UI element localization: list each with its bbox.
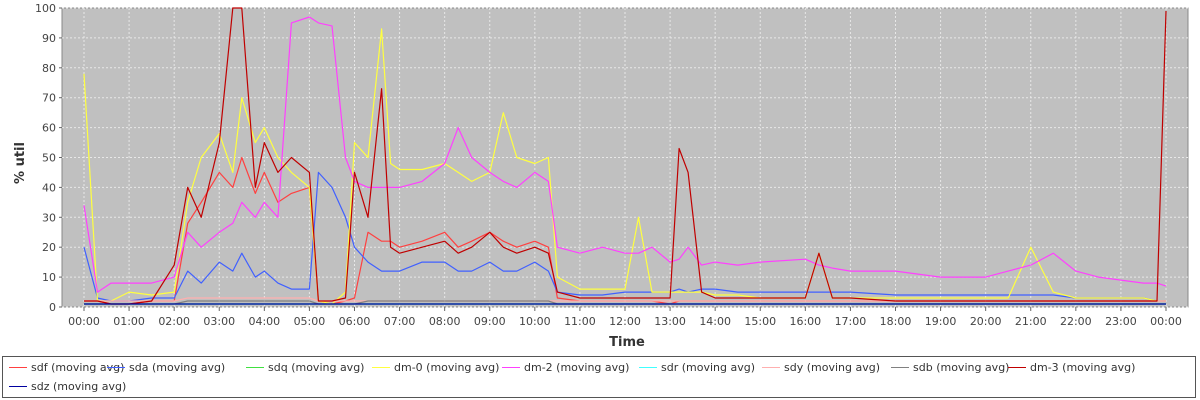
- legend-item-sda: sda (moving avg): [107, 361, 225, 375]
- legend-swatch: [1008, 366, 1026, 368]
- y-tick-label: 50: [42, 152, 56, 165]
- x-axis: 00:00 01:00 02:00 03:00 04:00 05:00 06:00 07:00…: [68, 307, 1182, 328]
- legend-item-sdf: sdf (moving avg): [9, 361, 124, 375]
- x-tick-label: 06:00: [339, 315, 371, 328]
- x-tick-label: 13:00: [654, 315, 686, 328]
- y-tick-label: 60: [42, 122, 56, 135]
- legend-item-sdz: sdz (moving avg): [9, 380, 126, 394]
- x-tick-label: 15:00: [744, 315, 776, 328]
- x-tick-label: 17:00: [835, 315, 867, 328]
- series-line-dm-2: [83, 16, 1167, 293]
- legend-swatch: [9, 385, 27, 387]
- x-tick-label: 23:00: [1105, 315, 1137, 328]
- x-tick-label: 11:00: [564, 315, 596, 328]
- y-tick-label: 70: [42, 92, 56, 105]
- y-tick-label: 0: [49, 301, 56, 314]
- legend-label: sdq (moving avg): [268, 361, 365, 374]
- x-tick-label: 22:00: [1060, 315, 1092, 328]
- legend-swatch: [107, 366, 125, 368]
- legend-swatch: [372, 366, 390, 368]
- x-tick-label: 12:00: [609, 315, 641, 328]
- x-tick-label: 10:00: [519, 315, 551, 328]
- x-tick-label: 08:00: [429, 315, 461, 328]
- chart-legend: sdf (moving avg) sda (moving avg) sdq (mov…: [2, 356, 1196, 398]
- legend-label: dm-2 (moving avg): [524, 361, 630, 374]
- legend-item-sdr: sdr (moving avg): [639, 361, 755, 375]
- x-tick-label: 14:00: [699, 315, 731, 328]
- x-tick-label: 04:00: [248, 315, 280, 328]
- legend-swatch: [9, 366, 27, 368]
- y-axis: 0 10 20 30 40 50 60 70 80 90 100: [35, 2, 62, 314]
- legend-item-dm-0: dm-0 (moving avg): [372, 361, 499, 375]
- legend-label: dm-3 (moving avg): [1030, 361, 1136, 374]
- y-tick-label: 90: [42, 32, 56, 45]
- x-axis-label: Time: [609, 335, 645, 350]
- x-tick-label: 01:00: [113, 315, 145, 328]
- legend-label: sda (moving avg): [129, 361, 226, 374]
- grid-lines: [62, 7, 1188, 308]
- x-tick-label: 00:00: [1150, 315, 1182, 328]
- legend-swatch: [246, 366, 264, 368]
- legend-item-sdb: sdb (moving avg): [891, 361, 1009, 375]
- x-tick-label: 05:00: [294, 315, 326, 328]
- x-tick-label: 19:00: [925, 315, 957, 328]
- legend-item-sdy: sdy (moving avg): [762, 361, 880, 375]
- y-tick-label: 20: [42, 241, 56, 254]
- series-line-sda: [83, 171, 1166, 302]
- legend-swatch: [502, 366, 520, 368]
- y-tick-label: 100: [35, 2, 56, 15]
- series-line-dm-3: [84, 7, 1167, 305]
- series-line-dm-0: [83, 28, 1166, 305]
- legend-swatch: [762, 366, 780, 368]
- legend-swatch: [639, 366, 657, 368]
- x-tick-label: 16:00: [789, 315, 821, 328]
- x-tick-label: 18:00: [880, 315, 912, 328]
- legend-label: sdf (moving avg): [31, 361, 125, 374]
- y-axis-label: % util: [13, 142, 28, 184]
- x-tick-label: 09:00: [474, 315, 506, 328]
- legend-label: sdr (moving avg): [661, 361, 756, 374]
- series-lines: [83, 7, 1167, 305]
- legend-item-dm-2: dm-2 (moving avg): [502, 361, 629, 375]
- legend-label: dm-0 (moving avg): [394, 361, 500, 374]
- legend-label: sdy (moving avg): [784, 361, 880, 374]
- y-tick-label: 80: [42, 62, 56, 75]
- x-tick-label: 07:00: [384, 315, 416, 328]
- legend-label: sdb (moving avg): [913, 361, 1010, 374]
- utilization-chart: 0 10 20 30 40 50 60 70 80 90 100 00:00 01:00 02:00 03…: [13, 2, 1189, 350]
- y-tick-label: 10: [42, 271, 56, 284]
- x-tick-label: 02:00: [158, 315, 190, 328]
- x-tick-label: 03:00: [203, 315, 235, 328]
- legend-item-dm-3: dm-3 (moving avg): [1008, 361, 1135, 375]
- legend-swatch: [891, 366, 909, 368]
- x-tick-label: 20:00: [970, 315, 1002, 328]
- legend-label: sdz (moving avg): [31, 380, 127, 393]
- x-tick-label: 00:00: [68, 315, 100, 328]
- legend-item-sdq: sdq (moving avg): [246, 361, 364, 375]
- x-tick-label: 21:00: [1015, 315, 1047, 328]
- y-tick-label: 30: [42, 211, 56, 224]
- y-tick-label: 40: [42, 181, 56, 194]
